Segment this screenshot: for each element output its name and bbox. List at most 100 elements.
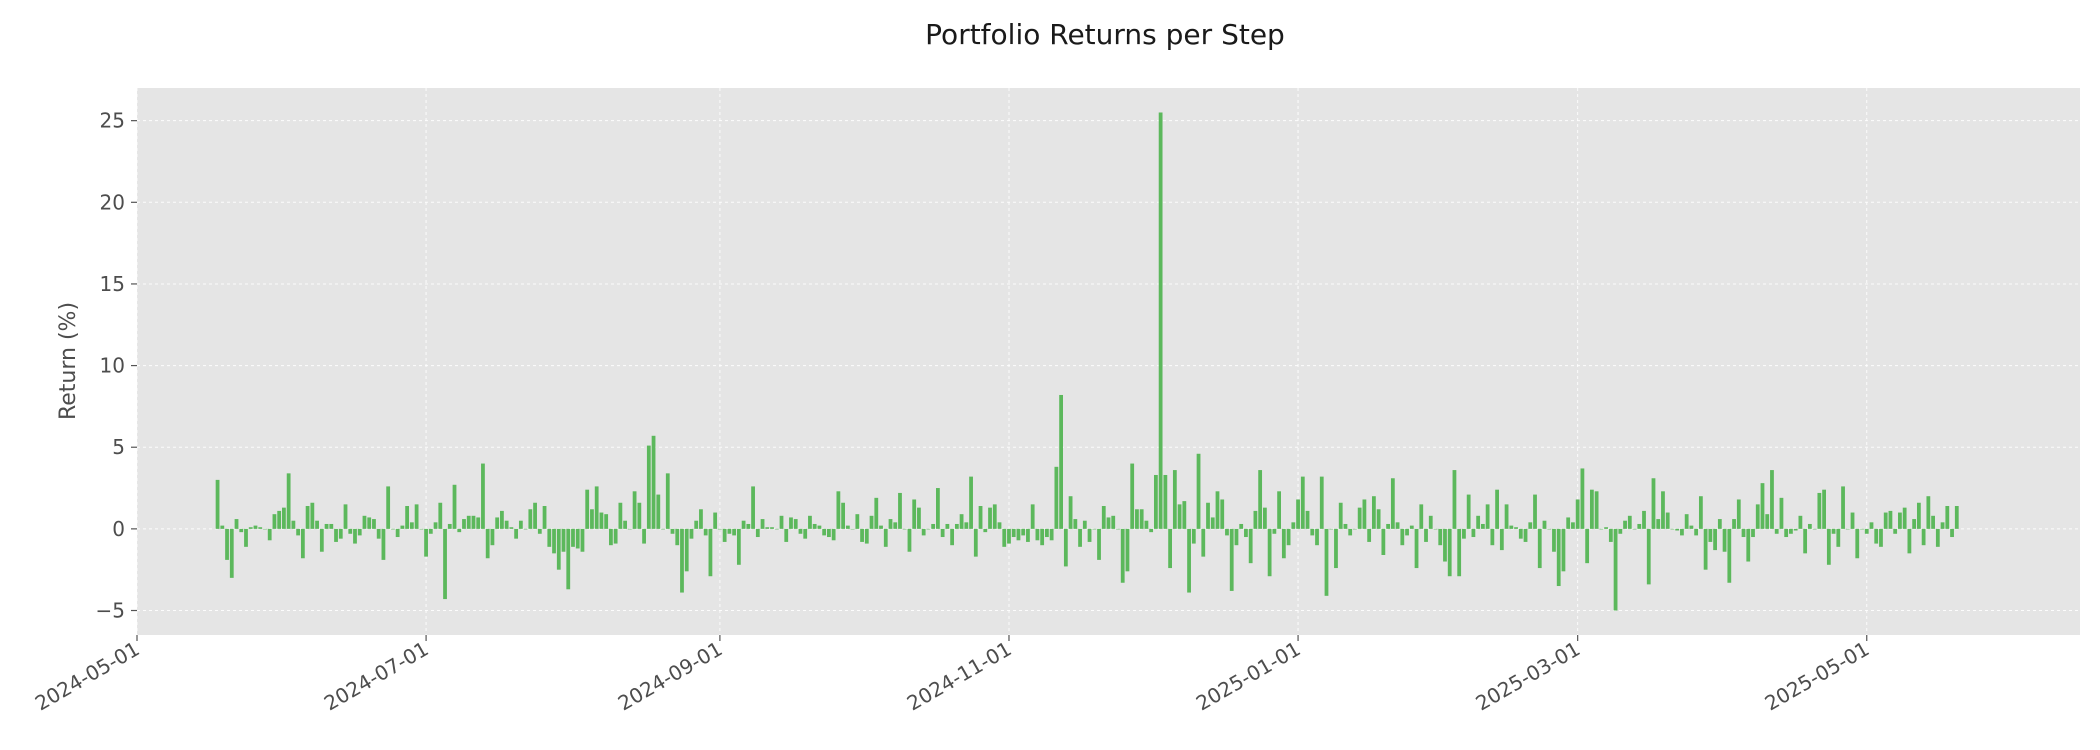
bar [680, 528, 684, 593]
bar [1049, 528, 1054, 541]
bar [1642, 510, 1646, 529]
bar [850, 528, 855, 530]
bar [1087, 528, 1092, 542]
bar [1353, 528, 1357, 530]
bar [1822, 489, 1826, 529]
bar [305, 506, 310, 529]
bar [542, 506, 547, 529]
bar [1793, 528, 1798, 531]
bar [732, 528, 737, 536]
bar [1239, 523, 1244, 529]
bar [978, 506, 983, 529]
bar [1007, 528, 1011, 544]
bar [831, 528, 836, 541]
bar [1770, 470, 1774, 529]
bar [1068, 496, 1073, 529]
bar [509, 527, 514, 529]
bar [315, 520, 319, 529]
bar [353, 528, 357, 544]
bar [727, 528, 732, 534]
bar [1244, 528, 1248, 538]
bar [409, 522, 414, 529]
bar [476, 517, 481, 529]
bar [1466, 494, 1471, 529]
bar [1471, 528, 1476, 538]
bar [1784, 528, 1789, 538]
bar [1419, 504, 1424, 529]
bar [779, 515, 784, 529]
bar [936, 488, 940, 529]
grid [136, 88, 2080, 635]
bar [414, 504, 419, 529]
bar [1120, 528, 1125, 583]
bar [1599, 528, 1604, 530]
bar [954, 523, 959, 529]
bar [1163, 474, 1168, 529]
bar [874, 497, 879, 529]
bar [391, 528, 395, 530]
bar [462, 519, 466, 529]
bar [1111, 515, 1116, 529]
bar [1703, 528, 1708, 570]
bar [893, 522, 898, 529]
bar [997, 522, 1002, 529]
bar [793, 519, 798, 529]
bar [1462, 528, 1466, 539]
bar [1082, 520, 1087, 529]
bar [1661, 491, 1665, 529]
bar [632, 491, 637, 529]
bar [528, 509, 533, 529]
bar [1774, 528, 1779, 534]
x-tick-label: 2024-11-01 [903, 637, 1016, 716]
bar [755, 528, 760, 538]
bar [841, 502, 846, 529]
x-tick-label: 2025-01-01 [1192, 637, 1305, 716]
bar [1561, 528, 1566, 572]
bar [656, 494, 661, 529]
bar [1713, 528, 1717, 551]
bar [675, 528, 680, 546]
bar [964, 522, 969, 529]
bar [296, 528, 301, 536]
bar [338, 528, 343, 539]
x-tick-label: 2024-07-01 [320, 637, 433, 716]
bar [1476, 515, 1481, 529]
bar-series [215, 112, 1959, 611]
bar [661, 528, 665, 530]
bar [1149, 528, 1154, 533]
bar [879, 525, 883, 529]
bar [244, 528, 248, 547]
bar [1509, 525, 1514, 529]
bar [983, 528, 988, 533]
bar [694, 520, 699, 529]
bar [1898, 512, 1902, 529]
bar [466, 515, 471, 529]
bar [1125, 528, 1130, 572]
bar [1438, 528, 1443, 546]
bar [973, 528, 978, 557]
bar [1722, 528, 1727, 552]
bar [988, 507, 992, 529]
bar [428, 528, 433, 534]
bar [722, 528, 727, 542]
bar [1011, 528, 1016, 538]
bar [571, 528, 575, 547]
bar [1651, 478, 1656, 529]
bar [220, 525, 225, 529]
bar [864, 528, 869, 544]
bar [1376, 509, 1381, 529]
bar [1400, 528, 1405, 546]
bar [225, 528, 229, 560]
bar [286, 473, 291, 529]
bar [888, 519, 893, 529]
bar [1002, 528, 1007, 547]
bar [490, 528, 495, 546]
bar [1950, 528, 1954, 538]
bar [495, 517, 500, 529]
bar [926, 528, 931, 530]
bar [523, 528, 528, 530]
bar [362, 515, 367, 529]
bar [1727, 528, 1732, 583]
bar [1708, 528, 1713, 542]
